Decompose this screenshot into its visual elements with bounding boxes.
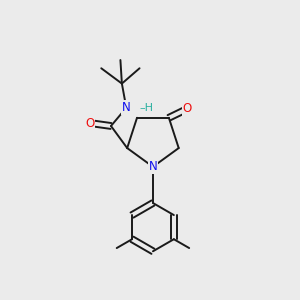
- Text: O: O: [85, 116, 94, 130]
- Text: N: N: [122, 101, 131, 114]
- Text: N: N: [148, 160, 157, 173]
- Text: O: O: [182, 102, 192, 116]
- Text: –H: –H: [139, 103, 153, 113]
